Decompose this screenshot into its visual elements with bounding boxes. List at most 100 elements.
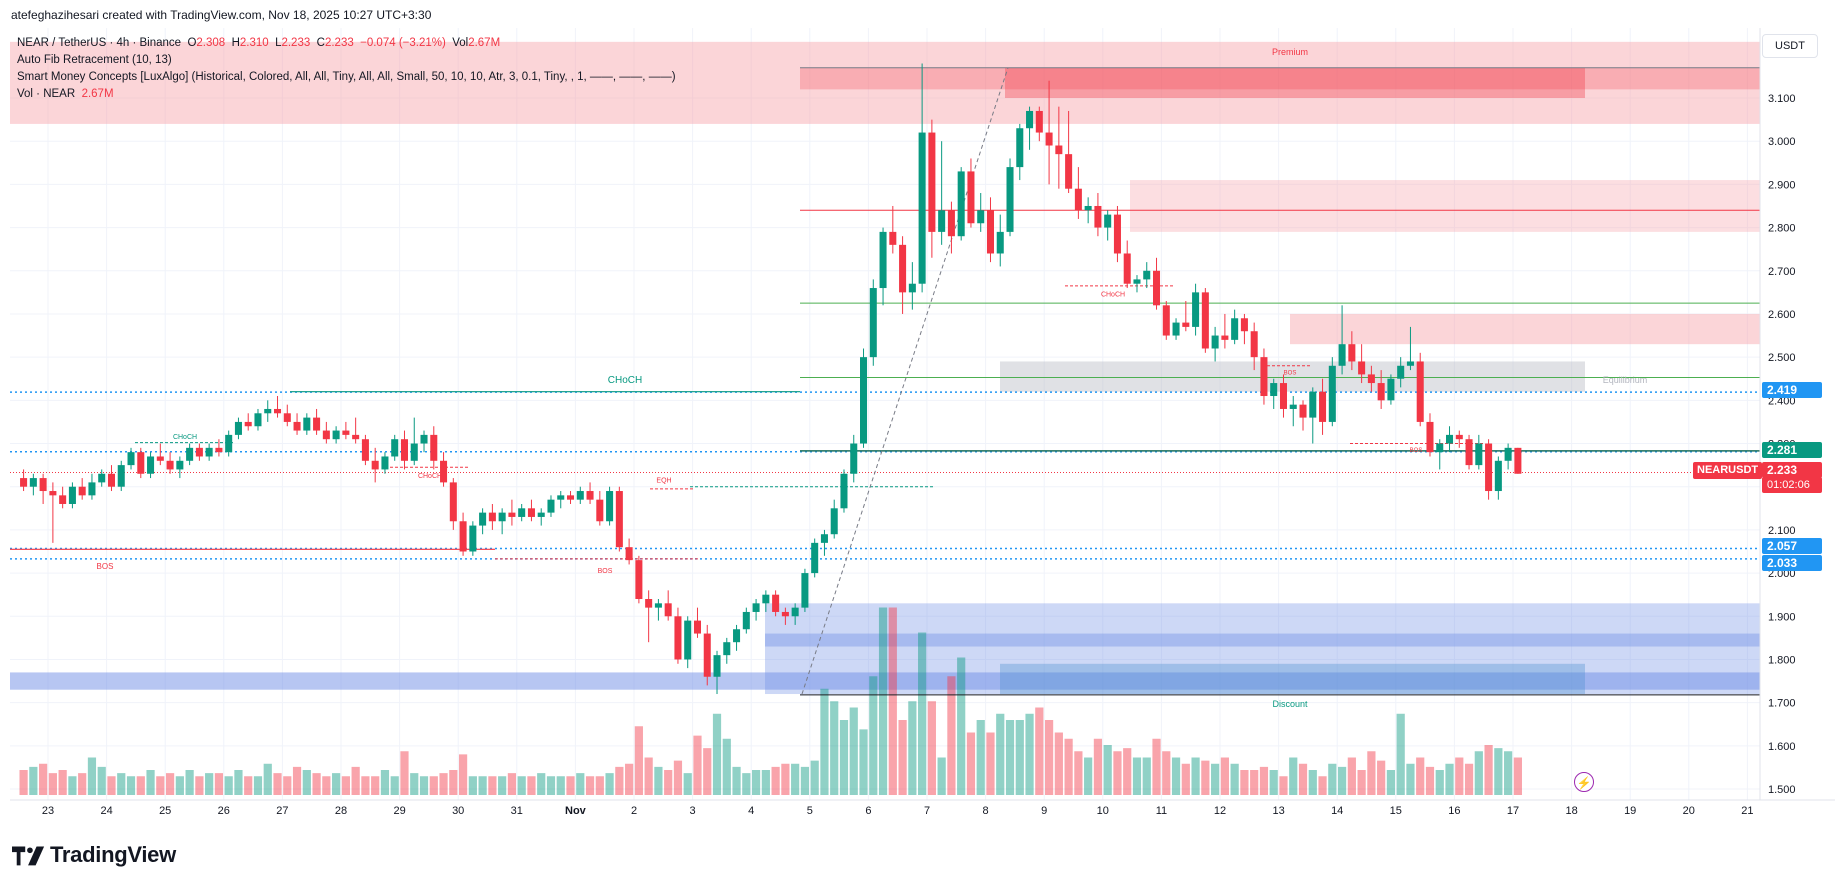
- volume-bar: [97, 766, 106, 795]
- volume-bar: [419, 776, 429, 795]
- volume-bar: [1416, 757, 1425, 795]
- candle-body: [1162, 305, 1170, 336]
- volume-bar: [634, 726, 643, 795]
- volume-bar: [361, 776, 370, 795]
- volume-bar: [1211, 763, 1220, 795]
- candle-body: [361, 439, 369, 461]
- candle-body: [1016, 128, 1024, 168]
- price-tag-countdown: 01:02:06: [1762, 477, 1822, 493]
- candle-body: [166, 460, 174, 470]
- candle-body: [684, 620, 692, 660]
- y-tick-label: 2.000: [1768, 568, 1796, 580]
- lightning-icon[interactable]: ⚡: [1574, 772, 1594, 792]
- volume-bar: [1386, 770, 1396, 795]
- y-tick-label: 2.100: [1768, 525, 1796, 537]
- volume-bar: [1318, 776, 1327, 795]
- candle-body: [567, 495, 575, 500]
- x-tick-label: 27: [276, 805, 288, 817]
- volume-bar: [341, 776, 350, 795]
- candle-body: [332, 430, 340, 440]
- candle-body: [527, 508, 535, 517]
- volume-bar: [830, 701, 839, 795]
- volume-bar: [1425, 766, 1435, 795]
- volume-bar: [1504, 751, 1513, 795]
- candle-body: [420, 434, 428, 444]
- volume-bar: [1123, 748, 1132, 795]
- candle-body: [1055, 145, 1063, 155]
- candle-body: [1094, 205, 1102, 228]
- volume-bar: [771, 766, 780, 795]
- candle-body: [889, 231, 897, 245]
- candle-body: [1514, 447, 1522, 474]
- volume-bar: [996, 713, 1005, 795]
- candle-body: [1035, 110, 1043, 133]
- x-tick-label: 4: [748, 805, 754, 817]
- legend-ohlc-row[interactable]: NEAR / TetherUS · 4h · Binance O2.308 H2…: [17, 35, 676, 52]
- legend-c-label: C: [316, 37, 325, 49]
- y-tick-label: 1.600: [1768, 741, 1796, 753]
- legend-indicator-fib[interactable]: Auto Fib Retracement (10, 13): [17, 54, 172, 66]
- volume-bar: [458, 754, 468, 795]
- candle-body: [488, 512, 496, 522]
- axes: 3.100 3.000 2.900 2.800 2.700 2.600 2.500 2.400…: [10, 28, 1835, 817]
- candle-body: [733, 629, 741, 643]
- candle-body: [1153, 270, 1161, 306]
- legend-open: 2.308: [196, 37, 226, 49]
- volume-bar: [205, 773, 214, 795]
- volume-bar: [351, 766, 360, 795]
- volume-bars: [19, 607, 1522, 795]
- volume-bar: [800, 766, 810, 795]
- volume-bar: [791, 763, 800, 795]
- chart-credit: atefeghazihesari created with TradingVie…: [11, 8, 432, 22]
- y-tick-label: 3.000: [1768, 136, 1796, 148]
- legend-indicator-vol[interactable]: Vol · NEAR 2.67M: [17, 86, 676, 103]
- volume-bar: [517, 776, 526, 795]
- candle-body: [225, 434, 233, 453]
- candle-body: [596, 499, 604, 522]
- tradingview-logo[interactable]: TradingView: [12, 842, 176, 868]
- candle-body: [1387, 378, 1395, 401]
- candle-body: [322, 430, 330, 440]
- volume-bar: [585, 776, 595, 795]
- candle-body: [68, 486, 76, 504]
- candle-body: [772, 594, 780, 612]
- volume-bar: [234, 770, 243, 795]
- y-tick-label: 2.400: [1768, 395, 1796, 407]
- candle-body: [254, 413, 262, 427]
- volume-bar: [1259, 766, 1269, 795]
- premium-zone: [10, 41, 1760, 124]
- candle-body: [752, 603, 760, 612]
- candle-body: [801, 573, 809, 608]
- demand-zone: [10, 672, 1760, 690]
- structure-lines: [10, 67, 1760, 696]
- supply-zone-1: [1130, 180, 1760, 232]
- currency-selector[interactable]: USDT: [1762, 34, 1818, 58]
- candle-body: [703, 633, 711, 677]
- volume-bar: [1230, 763, 1239, 795]
- candle-body: [781, 611, 789, 617]
- volume-bar: [1367, 751, 1376, 795]
- x-tick-label: 13: [1272, 805, 1284, 817]
- volume-bar: [1093, 738, 1103, 795]
- legend-indicator-smc[interactable]: Smart Money Concepts [LuxAlgo] (Historic…: [17, 71, 676, 83]
- y-tick-label: 2.500: [1768, 352, 1796, 364]
- candle-body: [49, 491, 57, 496]
- candle-body: [996, 231, 1004, 254]
- volume-bar: [527, 776, 536, 795]
- volume-bar: [605, 773, 614, 795]
- order-block-top: [1005, 67, 1585, 98]
- volume-bar: [488, 776, 497, 795]
- choch-label-3: CHoCH: [1101, 292, 1125, 299]
- x-tick-label: 18: [1565, 805, 1577, 817]
- candle-body: [430, 434, 438, 461]
- candle-body: [469, 525, 477, 552]
- candle-body: [1133, 279, 1141, 284]
- volume-bar: [1005, 720, 1015, 795]
- volume-bar: [957, 657, 966, 795]
- legend-vol-value: 2.67M: [81, 88, 114, 100]
- candle-body: [391, 439, 399, 457]
- volume-bar: [1279, 776, 1288, 795]
- y-tick-label: 3.100: [1768, 93, 1796, 105]
- volume-bar: [1445, 763, 1454, 795]
